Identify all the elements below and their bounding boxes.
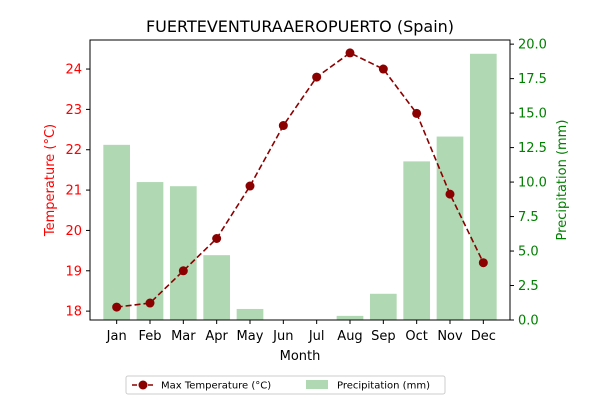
right-y-tick-label: 12.5	[518, 141, 547, 156]
precipitation-bar	[170, 186, 197, 320]
right-y-tick-label: 7.5	[518, 210, 539, 225]
right-y-tick-label: 0.0	[518, 314, 539, 329]
right-y-axis-label: Precipitation (mm)	[555, 120, 570, 241]
x-tick-label: Oct	[405, 329, 427, 344]
precipitation-bar	[336, 315, 364, 320]
right-y-tick-label: 2.5	[518, 279, 539, 294]
temperature-point	[445, 189, 455, 199]
plot-frame	[89, 39, 511, 321]
precipitation-bar	[370, 293, 397, 320]
right-y-tick-label: 5.0	[518, 245, 539, 260]
right-y-tick-label: 17.5	[518, 72, 547, 87]
left-y-tick-label: 19	[65, 264, 82, 279]
left-y-tick-label: 21	[65, 184, 82, 199]
right-y-axis: 0.0 2.5 5.0 7.5 10.0 12.5 15.0 17.5 20.0	[510, 38, 547, 329]
x-tick-label: Jun	[272, 329, 293, 344]
legend-precipitation-label: Precipitation (mm)	[337, 381, 430, 392]
temperature-point	[212, 234, 222, 244]
precipitation-bar	[436, 136, 464, 320]
temperature-point	[378, 64, 388, 74]
left-y-tick-label: 24	[65, 63, 82, 78]
left-y-axis-label: Temperature (°C)	[43, 124, 58, 237]
precipitation-bars	[103, 53, 497, 321]
x-tick-label: Sep	[371, 329, 396, 344]
temperature-point	[478, 258, 488, 268]
x-tick-label: May	[237, 329, 264, 344]
right-y-tick-label: 20.0	[518, 38, 547, 53]
x-tick-label: Nov	[437, 329, 463, 344]
precipitation-bar	[470, 53, 497, 321]
x-tick-label: Aug	[337, 329, 362, 344]
left-y-tick-label: 23	[65, 103, 82, 118]
temperature-point	[245, 181, 255, 191]
precipitation-bar	[136, 182, 164, 320]
chart-title: FUERTEVENTURAAEROPUERTO (Spain)	[146, 17, 454, 36]
temperature-point	[312, 72, 322, 82]
x-tick-label: Jul	[308, 329, 325, 344]
left-y-tick-label: 22	[65, 143, 82, 158]
x-axis: Jan Feb Mar Apr May Jun Jul Aug Sep Oct Nov Dec	[106, 320, 496, 344]
legend-precipitation-swatch-icon	[306, 380, 328, 389]
x-tick-label: Mar	[171, 329, 196, 344]
precipitation-bar	[103, 144, 130, 320]
legend-temperature-marker-icon	[138, 380, 148, 390]
temperature-point	[278, 121, 288, 131]
temperature-point	[412, 108, 422, 118]
x-tick-label: Apr	[205, 329, 228, 344]
legend-box	[125, 375, 446, 395]
precipitation-bar	[203, 255, 230, 320]
precipitation-bar	[236, 308, 264, 320]
x-tick-label: Jan	[106, 329, 127, 344]
x-tick-label: Dec	[471, 329, 496, 344]
temperature-point	[145, 298, 155, 308]
legend-temperature-label: Max Temperature (°C)	[161, 381, 271, 392]
left-y-axis: 18 19 20 21 22 23 24	[65, 63, 90, 320]
x-tick-label: Feb	[138, 329, 161, 344]
right-y-tick-label: 15.0	[518, 107, 547, 122]
precipitation-bar	[403, 161, 430, 320]
temperature-point	[178, 266, 188, 276]
right-y-tick-label: 10.0	[518, 176, 547, 191]
temperature-series-line	[116, 51, 485, 308]
legend: Max Temperature (°C) Precipitation (mm)	[125, 375, 446, 395]
left-y-tick-label: 18	[65, 305, 82, 320]
temperature-point	[112, 302, 122, 312]
x-axis-label: Month	[280, 349, 321, 364]
left-y-tick-label: 20	[65, 224, 82, 239]
temperature-line	[112, 48, 488, 312]
temperature-point	[345, 48, 355, 58]
